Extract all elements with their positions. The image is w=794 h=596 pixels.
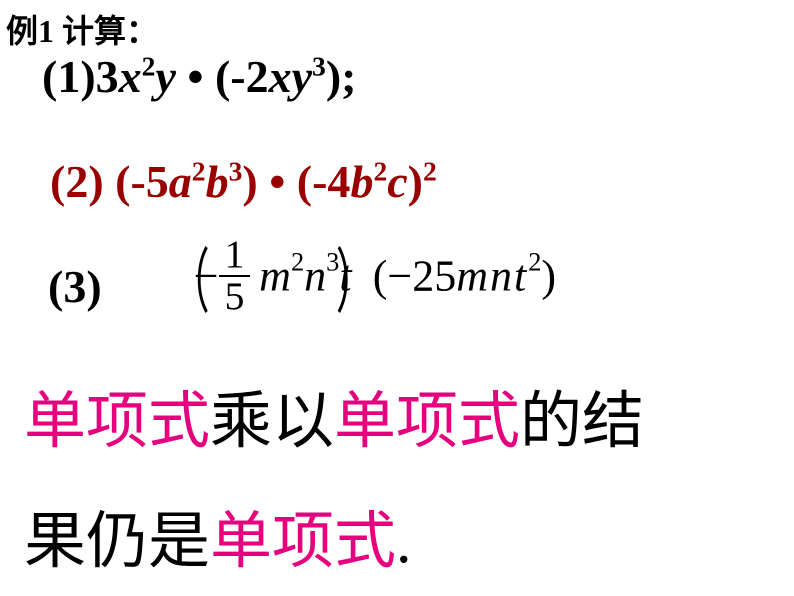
problem-3-label: (3)	[48, 260, 102, 313]
example-header: 例1 计算：	[6, 6, 158, 52]
problem-1: (1)3x2y • (-2xy3);	[42, 50, 356, 103]
conclusion-line-2: 果仍是单项式.	[24, 490, 412, 580]
fraction-one-fifth: 15	[219, 235, 251, 316]
problem-2: (2) (-5a2b3) • (-4b2c)2	[50, 155, 437, 208]
conclusion-line-1: 单项式乘以单项式的结	[24, 370, 644, 460]
problem-3-expression: （−15 m2n3t）(−25mnt2)	[155, 225, 556, 327]
